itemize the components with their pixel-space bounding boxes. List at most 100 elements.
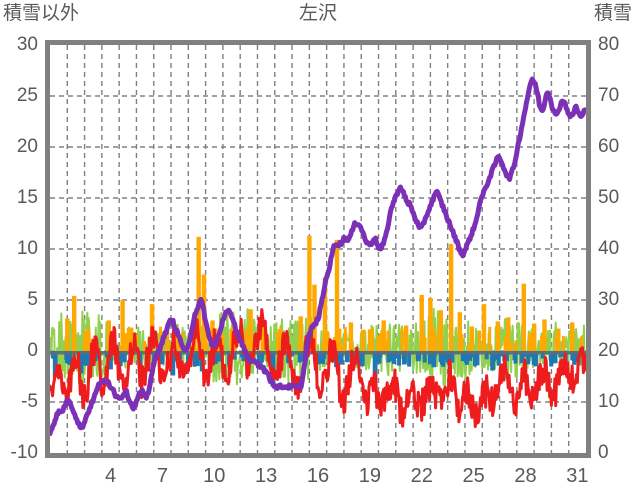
series-precipitation-bar xyxy=(196,236,201,351)
series-precipitation-bar xyxy=(370,328,374,351)
grid-layer xyxy=(50,45,586,453)
series-precipitation-bar xyxy=(495,321,500,351)
series-sunshine-bar xyxy=(195,351,200,366)
series-precipitation-bar xyxy=(166,331,170,351)
series-sunshine-bar xyxy=(213,351,218,364)
series-precipitation-bar xyxy=(367,329,371,351)
series-sunshine-bar xyxy=(80,351,85,366)
axis-tick-label: 50 xyxy=(598,187,620,208)
series-precipitation-bar xyxy=(83,333,87,351)
series-precipitation-bar xyxy=(371,342,375,351)
series-precipitation-bar xyxy=(432,326,436,351)
series-sunshine-bar xyxy=(315,351,321,365)
series-sunshine-bar xyxy=(52,351,58,378)
series-sunshine-bar xyxy=(259,351,264,363)
plot-area xyxy=(45,40,591,458)
series-sunshine-bar xyxy=(450,351,455,363)
series-sunshine-bar xyxy=(372,351,378,380)
series-precipitation-bar xyxy=(124,333,128,351)
series-sunshine-bar xyxy=(68,351,73,365)
series-sunshine-bar xyxy=(473,351,477,367)
series-precipitation-bar xyxy=(478,330,481,351)
axis-tick-label: 10 xyxy=(16,238,38,259)
series-precipitation-bar xyxy=(321,341,325,351)
series-precipitation-bar xyxy=(527,333,531,351)
series-sunshine-bar xyxy=(358,351,363,361)
series-precipitation-bar xyxy=(570,322,575,351)
series-precipitation-bar xyxy=(469,326,475,351)
series-sunshine-bar xyxy=(51,351,56,359)
series-precipitation-bar xyxy=(322,277,328,351)
series-precipitation-bar xyxy=(343,327,347,351)
axis-tick-label: 10 xyxy=(598,391,620,412)
series-precipitation-bar xyxy=(556,328,561,351)
series-precipitation-bar xyxy=(120,300,125,351)
series-temperature-line xyxy=(50,308,586,428)
series-sunshine-bar xyxy=(533,351,538,362)
series-precipitation-bar xyxy=(260,324,265,351)
series-sunshine-bar xyxy=(397,351,402,366)
series-precipitation-bar xyxy=(540,342,544,351)
series-sunshine-baseline xyxy=(50,351,586,355)
series-sunshine-bar xyxy=(87,351,92,366)
series-sunshine-bar xyxy=(117,351,122,359)
series-precipitation-bar xyxy=(449,332,453,351)
series-precipitation-bar xyxy=(262,343,265,351)
series-precipitation-bar xyxy=(428,298,433,351)
series-sunshine-bar xyxy=(464,351,469,365)
series-sunshine-bar xyxy=(422,351,427,363)
axis-tick-label: 0 xyxy=(27,340,38,361)
axis-tick-label: 60 xyxy=(598,136,620,157)
series-sunshine-bar xyxy=(540,351,545,359)
series-sunshine-bar xyxy=(170,351,176,376)
series-precipitation-bar xyxy=(457,312,462,351)
series-precipitation-bar xyxy=(579,336,583,351)
series-sunshine-bar xyxy=(407,351,412,367)
series-precipitation-bar xyxy=(275,344,279,351)
series-sunshine-bar xyxy=(171,351,176,362)
series-sunshine-bar xyxy=(84,351,89,366)
series-precipitation-bar xyxy=(334,239,340,351)
series-precipitation-bar xyxy=(471,343,474,351)
series-precipitation-bar xyxy=(326,331,330,351)
series-sunshine-bar xyxy=(337,351,342,364)
x-axis-tick-label: 4 xyxy=(104,465,117,487)
series-sunshine-bar xyxy=(121,351,127,363)
series-precipitation-bar xyxy=(245,327,249,351)
series-precipitation-bar xyxy=(340,344,344,351)
series-precipitation-bar xyxy=(143,341,146,351)
series-sunshine-bar xyxy=(520,351,525,360)
series-sunshine-bar xyxy=(64,351,69,361)
x-axis-tick-label: 31 xyxy=(566,465,589,487)
series-precipitation-bar xyxy=(174,326,179,351)
series-sunshine-bar xyxy=(549,351,554,365)
plot-inner xyxy=(50,45,586,453)
axis-tick-label: -5 xyxy=(21,391,38,412)
data-series-layer xyxy=(50,76,586,437)
axis-tick-label: -10 xyxy=(10,442,38,463)
series-precipitation-bar xyxy=(229,328,234,351)
series-sunshine-bar xyxy=(526,351,531,365)
series-precipitation-bar xyxy=(438,328,442,351)
series-sunshine-bar xyxy=(512,351,517,361)
page-title: 左沢 xyxy=(298,3,337,24)
axis-tick-label: 80 xyxy=(598,34,620,55)
series-precipitation-bar xyxy=(506,333,510,351)
series-precipitation-bar xyxy=(248,309,253,351)
series-precipitation-bar xyxy=(468,343,472,351)
series-sunshine-bar xyxy=(504,351,509,362)
series-precipitation-bar xyxy=(481,304,487,351)
series-precipitation-bar xyxy=(126,327,130,351)
series-sunshine-bar xyxy=(402,351,406,365)
x-axis-tick-label: 28 xyxy=(514,465,537,487)
left-axis-unit-label: 積雪以外 xyxy=(3,3,80,24)
series-sunshine-bar xyxy=(427,351,432,365)
series-sunshine-bar xyxy=(496,351,501,366)
x-axis-tick-label: 13 xyxy=(255,465,278,487)
series-precipitation-bar xyxy=(404,325,409,351)
series-sunshine-bar xyxy=(241,351,247,362)
series-sunshine-bar xyxy=(431,351,437,368)
x-axis-tick-label: 22 xyxy=(410,465,433,487)
series-precipitation-bar xyxy=(279,327,283,351)
